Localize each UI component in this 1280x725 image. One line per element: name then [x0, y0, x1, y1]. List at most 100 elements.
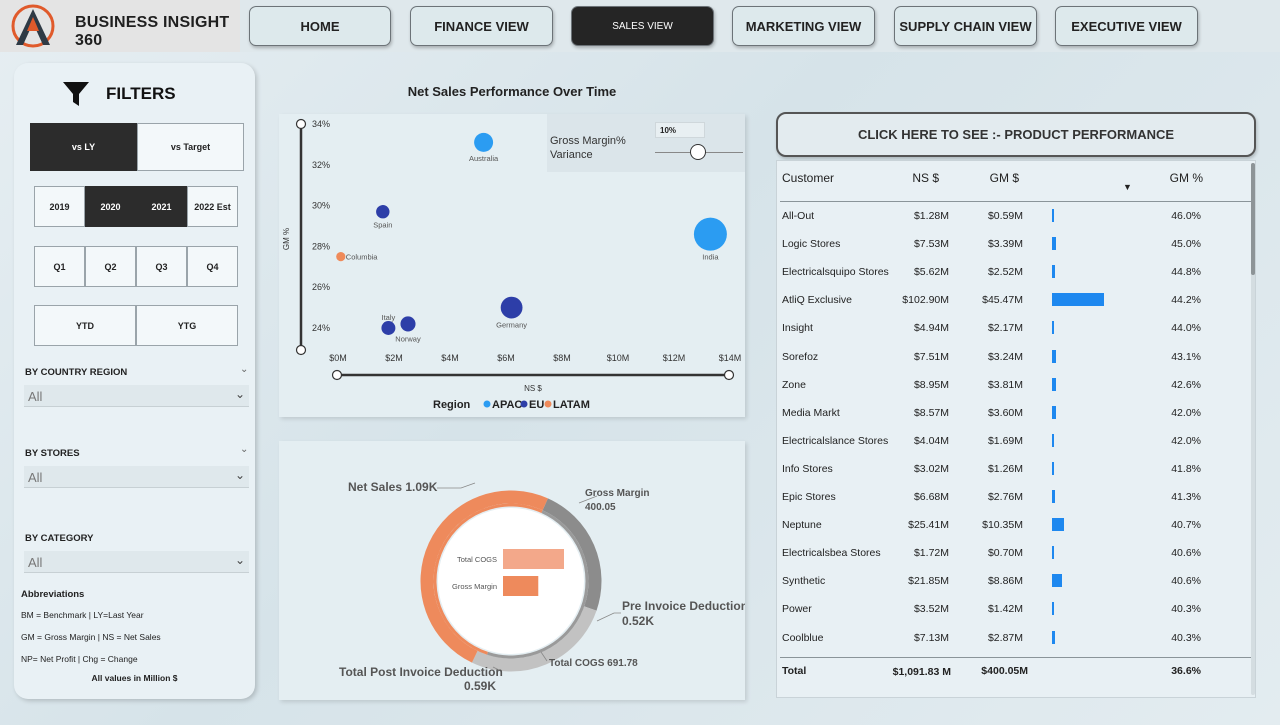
scatter-point-india[interactable] — [693, 217, 727, 251]
compare-vs-target-button[interactable]: vs Target — [137, 123, 244, 171]
inner-bar-total-cogs[interactable] — [503, 549, 564, 569]
chevron-down-icon: ⌄ — [234, 468, 245, 482]
gm-variance-slider-handle[interactable] — [690, 144, 706, 160]
x-range-handle-right[interactable] — [723, 369, 735, 381]
column-header-gm-pct[interactable]: GM % — [1169, 171, 1203, 185]
scatter-point-norway[interactable] — [400, 316, 416, 332]
table-row[interactable]: Insight $4.94M $2.17M 44.0% — [777, 314, 1253, 342]
column-header-ns[interactable]: NS $ — [912, 171, 939, 185]
chevron-down-icon[interactable]: ⌄ — [240, 364, 249, 375]
product-performance-button[interactable]: CLICK HERE TO SEE :- PRODUCT PERFORMANCE — [776, 112, 1256, 157]
chevron-down-icon[interactable]: ⌄ — [240, 444, 249, 455]
table-row[interactable]: Epic Stores $6.68M $2.76M 41.3% — [777, 483, 1253, 511]
table-row[interactable]: Power $3.52M $1.42M 40.3% — [777, 595, 1253, 623]
table-row[interactable]: Electricalsquipo Stores $5.62M $2.52M 44.8% — [777, 258, 1253, 286]
gm-percent-value: 40.7% — [1171, 519, 1201, 532]
table-row[interactable]: Electricalslance Stores $4.04M $1.69M 42.0% — [777, 427, 1253, 455]
quarter-q4-button[interactable]: Q4 — [187, 246, 238, 287]
gross-margin-value: $3.60M — [987, 406, 1023, 419]
inner-bar-gross-margin[interactable] — [503, 576, 539, 596]
table-row[interactable]: Info Stores $3.02M $1.26M 41.8% — [777, 455, 1253, 483]
customer-name: Electricalslance Stores — [782, 434, 889, 447]
leader-line-post-invoice — [492, 666, 502, 672]
donut-segment-pre-invoice[interactable] — [542, 498, 602, 611]
quarter-q3-button[interactable]: Q3 — [136, 246, 187, 287]
filters-title: FILTERS — [106, 84, 176, 103]
table-row[interactable]: Zone $8.95M $3.81M 42.6% — [777, 371, 1253, 399]
table-row[interactable]: Sorefoz $7.51M $3.24M 43.1% — [777, 343, 1253, 371]
table-row[interactable]: Coolblue $7.13M $2.87M 40.3% — [777, 624, 1253, 652]
scatter-point-italy[interactable] — [381, 321, 396, 335]
year-2021-button[interactable]: 2021 — [136, 186, 187, 227]
nav-executive-view-button[interactable]: EXECUTIVE VIEW — [1055, 6, 1198, 46]
leader-line-total-cogs — [540, 651, 548, 662]
donut-segment-net-sales[interactable] — [420, 490, 548, 663]
country-region-dropdown[interactable]: All ⌄ — [24, 385, 249, 407]
gross-margin-value: $0.70M — [987, 547, 1023, 560]
label-pre-invoice-value: 0.52K — [622, 614, 654, 628]
inner-bar-gross-margin-label: Gross Margin — [452, 582, 497, 591]
year-2022-est-button[interactable]: 2022 Est — [187, 186, 238, 227]
scatter-point-australia[interactable] — [474, 132, 494, 152]
y-range-handle-bottom[interactable] — [295, 344, 307, 356]
filter-funnel-icon — [63, 82, 89, 106]
gm-data-bar — [1052, 630, 1056, 644]
table-row[interactable]: Neptune $25.41M $10.35M 40.7% — [777, 511, 1253, 539]
stores-dropdown[interactable]: All ⌄ — [24, 466, 249, 488]
scatter-point-germany[interactable] — [500, 296, 523, 319]
scatter-point-columbia[interactable] — [336, 252, 346, 262]
quarter-q2-button[interactable]: Q2 — [85, 246, 136, 287]
gross-margin-value: $10.35M — [982, 519, 1023, 532]
year-2020-button[interactable]: 2020 — [85, 186, 136, 227]
category-label: BY CATEGORY — [25, 533, 94, 544]
quarter-q1-button[interactable]: Q1 — [34, 246, 85, 287]
table-row[interactable]: Electricalsbea Stores $1.72M $0.70M 40.6% — [777, 539, 1253, 567]
country-region-label: BY COUNTRY REGION — [25, 367, 128, 378]
nav-home-button[interactable]: HOME — [249, 6, 391, 46]
point-label-italy: Italy — [382, 313, 396, 322]
donut-inner-ring-margin — [433, 503, 543, 655]
table-row[interactable]: Logic Stores $7.53M $3.39M 45.0% — [777, 230, 1253, 258]
scatter-chart-title: Net Sales Performance Over Time — [407, 84, 617, 99]
table-row[interactable]: Media Markt $8.57M $3.60M 42.0% — [777, 399, 1253, 427]
table-row[interactable]: All-Out $1.28M $0.59M 46.0% — [777, 202, 1253, 230]
donut-segment-post-invoice[interactable] — [471, 606, 597, 672]
period-ytg-button[interactable]: YTG — [136, 305, 238, 346]
column-header-gm[interactable]: GM $ — [989, 171, 1019, 185]
nav-marketing-view-button[interactable]: MARKETING VIEW — [732, 6, 875, 46]
column-header-customer[interactable]: Customer — [782, 171, 835, 185]
net-sales-value: $8.57M — [913, 406, 949, 419]
gm-variance-label: Gross Margin% Variance — [550, 135, 626, 161]
x-range-handle-left[interactable] — [331, 369, 343, 381]
y-range-handle-top[interactable] — [295, 118, 307, 130]
gm-variance-value-input[interactable]: 10% — [655, 122, 705, 138]
sort-descending-icon[interactable]: ▼ — [1123, 182, 1132, 192]
net-sales-value: $102.90M — [902, 294, 949, 307]
period-ytd-button[interactable]: YTD — [34, 305, 136, 346]
y-tick-label: 34% — [312, 119, 330, 129]
table-scrollbar-thumb[interactable] — [1251, 163, 1255, 275]
category-dropdown[interactable]: All ⌄ — [24, 551, 249, 573]
total-gm-pct: 36.6% — [1171, 665, 1201, 677]
label-post-invoice: Total Post Invoice Deduction — [339, 665, 503, 679]
year-2019-button[interactable]: 2019 — [34, 186, 85, 227]
app-title: BUSINESS INSIGHT 360 — [75, 14, 230, 49]
nav-sales-view-button[interactable]: SALES VIEW — [571, 6, 714, 46]
net-sales-value: $8.95M — [913, 378, 949, 391]
table-row[interactable]: Synthetic $21.85M $8.86M 40.6% — [777, 567, 1253, 595]
gm-percent-value: 40.3% — [1171, 603, 1201, 616]
table-scrollbar[interactable] — [1251, 163, 1255, 695]
leader-line-gross-margin — [578, 495, 598, 504]
leader-line-pre-invoice — [596, 612, 621, 622]
table-row[interactable]: AtliQ Exclusive $102.90M $45.47M 44.2% — [777, 286, 1253, 314]
compare-vs-ly-button[interactable]: vs LY — [30, 123, 137, 171]
stores-label: BY STORES — [25, 448, 80, 459]
customer-name: Power — [782, 603, 812, 616]
nav-supply-chain-view-button[interactable]: SUPPLY CHAIN VIEW — [894, 6, 1037, 46]
point-label-spain: Spain — [373, 220, 392, 229]
nav-finance-view-button[interactable]: FINANCE VIEW — [410, 6, 553, 46]
net-sales-value: $5.62M — [913, 266, 949, 279]
gm-data-bar — [1052, 405, 1057, 419]
label-total-cogs: Total COGS 691.78 — [549, 658, 638, 669]
scatter-point-spain[interactable] — [376, 205, 390, 219]
